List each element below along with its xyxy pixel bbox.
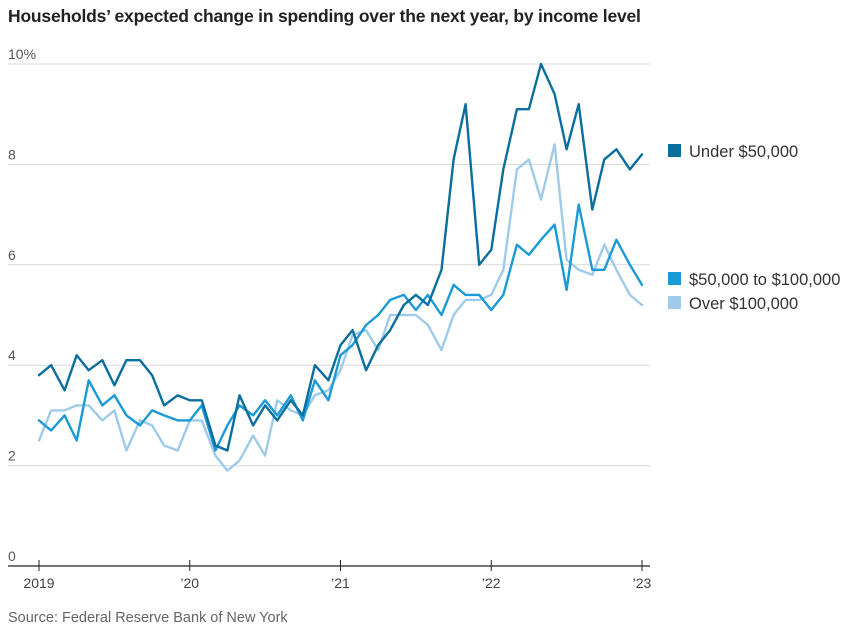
y-tick-label: 10%: [8, 46, 36, 62]
x-tick-label: ’22: [482, 575, 501, 591]
series-lines: [37, 62, 644, 472]
y-tick-label: 6: [8, 247, 16, 263]
y-tick-label: 0: [8, 548, 16, 564]
source-note: Source: Federal Reserve Bank of New York: [8, 610, 288, 626]
y-tick-label: 4: [8, 347, 16, 363]
chart-title: Households’ expected change in spending …: [8, 6, 641, 26]
gridlines: [8, 63, 650, 467]
y-tick-label: 8: [8, 146, 16, 162]
x-tick-label: ’20: [180, 575, 199, 591]
series-line-0: [37, 62, 644, 452]
x-axis: 2019 ’20 ’21 ’22 ’23: [8, 560, 652, 591]
x-tick-label: ’21: [331, 575, 350, 591]
legend-label-1: $50,000 to $100,000: [689, 271, 840, 289]
legend-label-2: Over $100,000: [689, 295, 798, 313]
legend-swatch-1: [668, 272, 681, 285]
x-tick-label: 2019: [23, 575, 54, 591]
legend-swatch-0: [668, 144, 681, 157]
y-tick-label: 2: [8, 448, 16, 464]
legend: Under $50,000 $50,000 to $100,000 Over $10…: [668, 143, 840, 313]
y-axis-ticks: 10% 8 6 4 2 0: [8, 46, 36, 564]
x-tick-label: ’23: [633, 575, 652, 591]
legend-label-0: Under $50,000: [689, 143, 798, 161]
series-line-1: [37, 203, 644, 452]
legend-swatch-2: [668, 296, 681, 309]
series-line-2: [37, 143, 644, 472]
